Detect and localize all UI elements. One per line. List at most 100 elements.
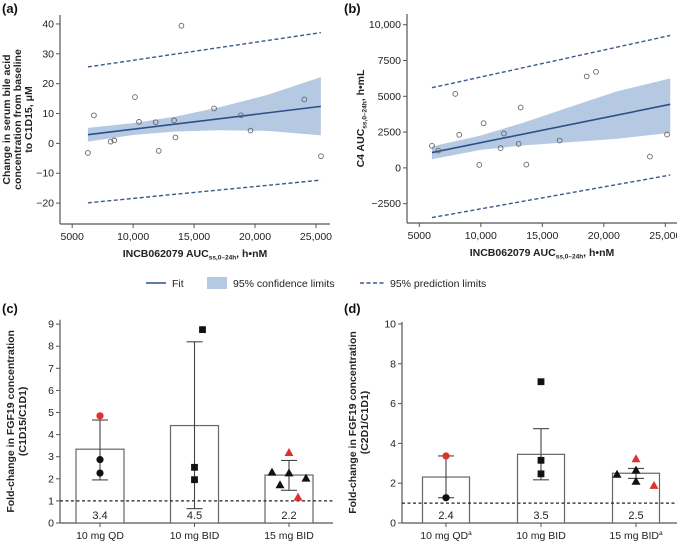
data-point [247,127,254,134]
y-label-tail: , h•mL [355,69,367,101]
data-point [480,120,487,127]
y-tick-label: 2500 [378,127,402,139]
data-point-triangle [293,492,303,501]
data-point [515,140,522,147]
data-point-triangle [631,476,641,485]
category-label: 15 mg BID [264,530,314,542]
panel-b: −2500 0 2500 5000 7500 10,000 5000 10,000 15,000… [355,14,677,261]
panel-a: −20 −10 0 10 20 30 40 5000 10,000 15,000 20,000 25,… [1,15,332,262]
bar-value-label: 2.5 [628,510,643,522]
category-label: 10 mg QD [420,530,468,542]
y-tick-label: 4 [48,429,54,441]
x-tick-label: 5000 [408,230,432,242]
legend-conf-label: 95% confidence limits [233,278,335,290]
data-point-circle [442,452,450,460]
y-axis-label: C4 AUCss,0–24h, h•mL [355,69,369,167]
fit-line [87,105,321,136]
x-label-tail: , h•nM [236,248,267,260]
data-point [301,96,308,103]
prediction-upper-line [87,31,321,68]
data-point-triangle [284,448,294,457]
data-point-triangle [649,480,659,489]
x-tick-label: 15,000 [526,230,558,242]
data-point-triangle [612,469,622,478]
confidence-band [431,78,671,160]
y-tick-label: 10 [384,318,396,330]
x-axis-label: INCB062079 AUCss,0–24h, h•nM [470,247,615,261]
panel-label-b: (b) [344,1,361,16]
x-tick-label: 15 mg BID [264,530,314,542]
prediction-lower-line [431,174,671,219]
x-label-main: INCB062079 AUC [123,248,209,260]
legend-fit-label: Fit [172,278,184,290]
data-point [107,138,114,145]
y-label-sub: ss,0–24h [362,101,369,128]
x-axis-label: INCB062079 AUCss,0–24h, h•nM [123,248,268,262]
y-tick-label: 8 [48,341,54,353]
y-tick-label: 5000 [378,91,402,103]
y-tick-label: 2 [48,473,54,485]
data-point [429,142,435,149]
x-tick-label: 5000 [61,231,85,243]
panel-c: 0 1 2 3 4 5 6 7 8 9 10 mg QD 10 mg BID 15 mg BID 3.4 4… [5,319,333,542]
y-tick-label: 0 [390,518,396,530]
data-point [517,104,524,111]
y-tick-label: 30 [42,48,54,60]
x-tick-label: 10 mg QDa [420,530,472,542]
x-label-sub: ss,0–24h [209,255,236,262]
y-axis-label: (C2D1/C1D1) [359,391,371,455]
x-tick-label: 10,000 [117,231,149,243]
data-point [647,153,653,160]
category-label: 10 mg BID [516,530,566,542]
data-point [238,112,244,119]
data-point-circle [96,412,104,420]
category-label: 10 mg BID [170,530,220,542]
data-point-triangle [631,454,641,463]
y-tick-label: 0 [48,138,54,150]
data-point-triangle [301,473,311,482]
y-tick-label: 0 [48,518,54,530]
y-tick-label: −2500 [372,198,402,210]
x-tick-label: 10 mg QD [76,530,124,542]
prediction-upper-line [431,34,671,89]
data-point-circle [442,494,450,502]
data-point [664,131,670,138]
data-point-circle [96,469,104,477]
data-point [85,150,91,156]
x-tick-label: 25,000 [300,231,332,243]
category-label: 15 mg BID [609,530,659,542]
x-tick-label: 15 mg BIDa [609,530,663,542]
data-point-square [537,378,545,386]
x-tick-label: 25,000 [649,230,677,242]
y-tick-label: 20 [42,78,54,90]
data-point [172,134,179,141]
x-tick-label: 15,000 [178,231,210,243]
data-point [132,94,138,100]
data-point [456,131,463,138]
data-point [155,148,162,154]
data-point [91,112,97,119]
data-point-square [191,463,198,471]
y-tick-label: 5 [48,407,54,419]
bar-value-label: 4.5 [187,510,202,522]
bar-value-label: 2.4 [438,510,453,522]
data-point [178,22,185,29]
bar-value-label: 3.5 [533,510,548,522]
data-point-square [537,456,545,464]
x-tick-label: 10 mg BID [170,530,220,542]
data-point [556,137,563,144]
y-tick-label: 7500 [378,55,402,67]
y-axis-label: to C1D15, μM [23,86,35,153]
y-axis-label: concentration from baseline [12,49,24,190]
data-point [452,91,459,97]
data-point [501,130,507,137]
data-point [497,145,504,151]
y-axis-label: Fold-change in FGF19 concentration [347,331,359,514]
y-tick-label: −20 [36,198,54,210]
y-tick-label: 40 [42,18,54,30]
bar-value-label: 3.4 [92,510,107,522]
x-label-main: INCB062079 AUC [470,247,556,259]
data-point [111,137,118,144]
data-point [523,161,530,168]
